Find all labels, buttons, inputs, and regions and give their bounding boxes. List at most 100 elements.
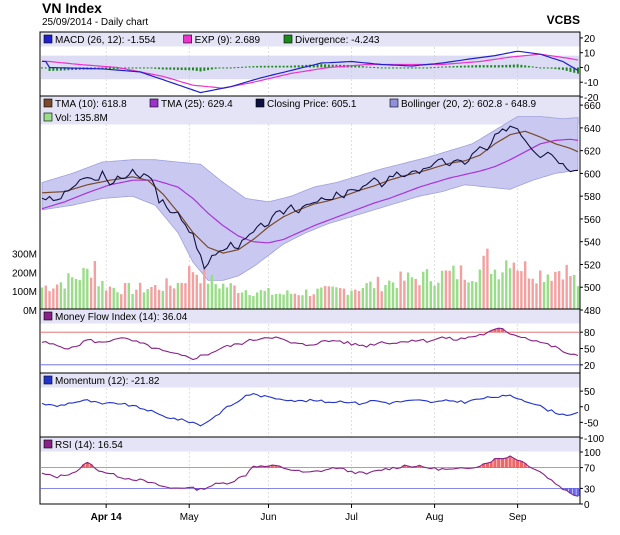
price-y-tick-label: 640 bbox=[584, 124, 601, 135]
volume-bar bbox=[433, 285, 436, 310]
volume-bar bbox=[346, 294, 349, 310]
volume-bar bbox=[493, 269, 497, 310]
divergence-bar bbox=[263, 65, 266, 68]
volume-bar bbox=[176, 282, 180, 310]
divergence-bar bbox=[459, 65, 462, 68]
divergence-bar bbox=[203, 67, 206, 71]
momentum-line bbox=[41, 393, 579, 427]
divergence-bar bbox=[407, 67, 410, 69]
volume-bar bbox=[301, 295, 304, 310]
divergence-bar bbox=[516, 64, 519, 68]
chart-title: VN Index bbox=[42, 0, 102, 16]
mfi-overbought-fill bbox=[493, 329, 497, 333]
volume-bar bbox=[263, 290, 266, 310]
price-legend-swatch bbox=[389, 98, 399, 108]
x-tick-label: Sep bbox=[509, 512, 527, 523]
divergence-bar bbox=[244, 66, 247, 68]
volume-bar bbox=[422, 271, 425, 310]
volume-bar bbox=[180, 282, 183, 310]
price-legend-swatch bbox=[255, 98, 265, 108]
volume-bar bbox=[508, 268, 512, 310]
volume-bar bbox=[369, 281, 372, 310]
volume-bar bbox=[338, 288, 342, 310]
volume-bar bbox=[482, 255, 485, 310]
volume-bar bbox=[554, 271, 557, 310]
bollinger-band bbox=[41, 116, 579, 281]
divergence-bar bbox=[482, 65, 485, 68]
divergence-bar bbox=[467, 65, 470, 68]
volume-bar bbox=[467, 282, 470, 310]
divergence-bar bbox=[493, 65, 496, 68]
volume-bar bbox=[225, 287, 229, 310]
volume-bar bbox=[195, 274, 198, 310]
divergence-bar bbox=[324, 64, 327, 68]
volume-bar bbox=[86, 268, 89, 310]
divergence-bar bbox=[478, 65, 481, 68]
divergence-bar bbox=[524, 65, 527, 68]
rsi-overbought-fill bbox=[493, 458, 497, 468]
divergence-bar bbox=[561, 67, 564, 70]
divergence-bar bbox=[139, 67, 142, 69]
volume-legend-label: Vol: 135.8M bbox=[55, 113, 108, 124]
divergence-bar bbox=[252, 66, 255, 68]
volume-bar bbox=[527, 278, 531, 310]
volume-bar bbox=[331, 286, 334, 310]
volume-bar bbox=[565, 264, 568, 310]
divergence-bar bbox=[497, 65, 500, 68]
divergence-bar bbox=[290, 65, 293, 68]
mfi-line bbox=[41, 327, 579, 361]
rsi-overbought-fill bbox=[259, 465, 263, 468]
rsi-overbought-fill bbox=[497, 458, 501, 468]
money-flow-index-panel: Money Flow Index (14): 36.04 80 50 20 bbox=[39, 308, 596, 374]
rsi-overbought-fill bbox=[417, 465, 422, 468]
volume-bar bbox=[101, 280, 104, 310]
price-legend-swatch bbox=[149, 98, 159, 108]
volume-bar bbox=[459, 265, 463, 310]
divergence-bar bbox=[108, 67, 111, 70]
divergence-bar bbox=[403, 67, 406, 69]
volume-bar bbox=[206, 283, 210, 310]
rsi-overbought-fill bbox=[402, 465, 406, 468]
volume-bar bbox=[305, 289, 308, 310]
volume-bar bbox=[97, 286, 100, 310]
volume-bar bbox=[161, 290, 164, 310]
rsi-overbought-fill bbox=[274, 465, 278, 468]
momentum-panel: Momentum (12): -21.82 50 0 -50 -100 bbox=[39, 372, 604, 445]
volume-bar bbox=[463, 279, 466, 310]
mfi-y-tick-label: 80 bbox=[584, 328, 596, 339]
divergence-bar bbox=[433, 67, 436, 69]
volume-bar bbox=[542, 282, 546, 310]
macd-y-tick-label: 20 bbox=[584, 34, 596, 45]
divergence-bar bbox=[195, 67, 198, 71]
divergence-bar bbox=[577, 67, 579, 74]
divergence-bar bbox=[180, 67, 183, 71]
macd-legend-label: MACD (26, 12): -1.554 bbox=[55, 35, 156, 46]
rsi-line bbox=[41, 455, 579, 497]
volume-bar bbox=[406, 272, 410, 310]
divergence-bar bbox=[418, 67, 421, 69]
price-y-tick-label: 600 bbox=[584, 169, 601, 180]
momentum-legend-label: Momentum (12): -21.82 bbox=[55, 376, 160, 387]
volume-bar bbox=[440, 270, 444, 310]
volume-bar bbox=[218, 288, 221, 310]
volume-bar bbox=[150, 287, 153, 310]
divergence-bar bbox=[256, 65, 259, 68]
volume-bar bbox=[452, 265, 455, 310]
chart-source: VCBS bbox=[547, 13, 580, 27]
closing-price-line bbox=[41, 125, 579, 270]
divergence-bar bbox=[154, 67, 157, 69]
volume-bar bbox=[539, 270, 542, 310]
divergence-bar bbox=[150, 67, 153, 69]
price-y-tick-label: 500 bbox=[584, 283, 601, 294]
volume-bar bbox=[89, 277, 93, 310]
rsi-overbought-fill bbox=[81, 464, 86, 468]
volume-bar bbox=[497, 279, 500, 310]
divergence-bar bbox=[373, 67, 376, 69]
rsi-overbought-fill bbox=[482, 463, 486, 468]
divergence-bar bbox=[535, 66, 538, 68]
divergence-bar bbox=[259, 65, 262, 68]
divergence-bar bbox=[218, 67, 221, 69]
volume-bar bbox=[289, 293, 293, 310]
price-y-tick-label: 560 bbox=[584, 215, 601, 226]
divergence-bar bbox=[441, 66, 444, 68]
